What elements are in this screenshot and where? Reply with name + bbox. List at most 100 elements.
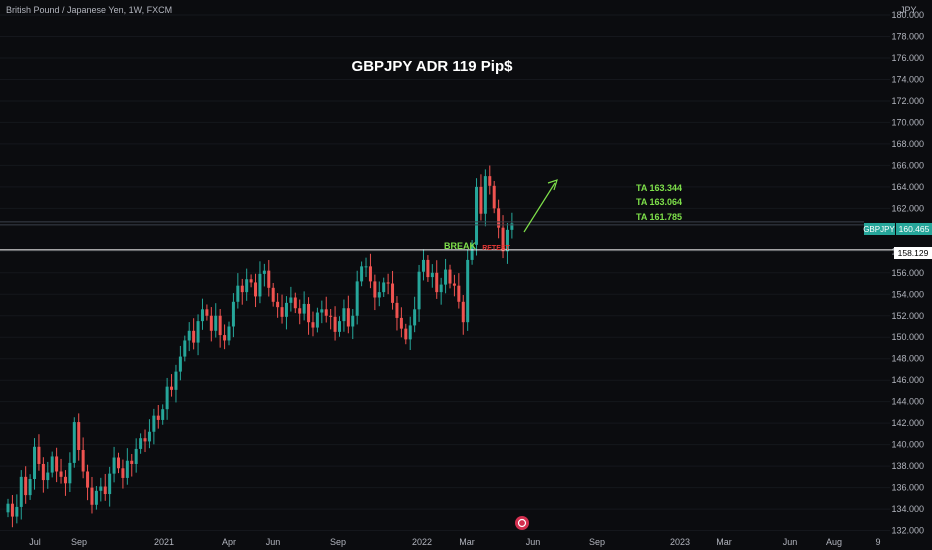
candle-body (475, 186, 479, 245)
candle-body (505, 229, 509, 252)
candle-body (254, 282, 258, 297)
candle-body (218, 315, 222, 336)
candle-body (209, 315, 213, 331)
candle-body (90, 487, 94, 505)
candle-body (355, 281, 359, 316)
candle-body (130, 460, 134, 464)
projection-arrow-line (523, 182, 556, 233)
y-tick-label: 170.000 (891, 117, 924, 127)
candle-body (421, 259, 425, 272)
candle-body (351, 315, 355, 327)
x-tick-label: Sep (589, 537, 605, 547)
y-tick-label: 136.000 (891, 483, 924, 493)
candle-body (139, 438, 143, 449)
candle-body (196, 321, 200, 343)
candle-body (364, 266, 368, 268)
candle-body (395, 302, 399, 318)
candle-body (293, 297, 297, 309)
candle-body (240, 285, 244, 293)
candle-body (470, 244, 474, 260)
candle-body (417, 271, 421, 310)
candle-body (55, 456, 59, 472)
candle-body (152, 415, 156, 432)
candle-body (19, 476, 23, 507)
y-tick-label: 138.000 (891, 461, 924, 471)
candle-body (298, 308, 302, 314)
candle-body (200, 309, 204, 322)
candle-body (227, 326, 231, 341)
x-tick-label: Sep (330, 537, 346, 547)
candle-body (41, 463, 45, 481)
candle-body (249, 279, 253, 283)
y-tick-label: 142.000 (891, 418, 924, 428)
candle-body (501, 227, 505, 252)
candle-body (342, 308, 346, 322)
candle-body (28, 479, 32, 496)
tradingview-logo-icon (515, 516, 529, 530)
y-tick-label: 150.000 (891, 332, 924, 342)
chart-title: GBPJPY ADR 119 Pip$ (352, 58, 514, 75)
candle-body (404, 328, 408, 340)
candle-body (444, 269, 448, 285)
candle-body (426, 259, 430, 278)
candle-body (63, 476, 67, 484)
candle-body (245, 279, 249, 293)
y-tick-label: 166.000 (891, 160, 924, 170)
candle-body (108, 473, 112, 495)
y-tick-label: 154.000 (891, 289, 924, 299)
level-lines (0, 221, 894, 251)
x-tick-label: Sep (71, 537, 87, 547)
candle-body (492, 185, 496, 209)
candle-body (214, 315, 218, 331)
candle-body (183, 340, 187, 357)
candle-body (125, 460, 129, 478)
candle-body (497, 208, 501, 228)
candle-body (147, 431, 151, 442)
y-tick-label: 156.000 (891, 268, 924, 278)
y-tick-label: 176.000 (891, 53, 924, 63)
y-tick-label: 134.000 (891, 504, 924, 514)
x-tick-label: Jun (526, 537, 541, 547)
candle-body (236, 285, 240, 302)
y-tick-label: 146.000 (891, 375, 924, 385)
candle-body (262, 270, 266, 274)
candle-body (368, 266, 372, 282)
candle-body (346, 308, 350, 327)
x-tick-label: 9 (875, 537, 880, 547)
candle-body (46, 472, 50, 481)
break-label: BREAK (444, 241, 477, 251)
candle-body (448, 269, 452, 284)
level-price-tag (894, 247, 932, 259)
candle-body (399, 317, 403, 329)
candle-body (302, 303, 306, 314)
symbol-tag (864, 223, 895, 235)
candle-body (192, 330, 196, 343)
x-tick-label: Aug (826, 537, 842, 547)
candle-body (143, 438, 147, 442)
candle-body (205, 309, 209, 316)
candle-body (15, 506, 19, 517)
candle-body (461, 301, 465, 323)
candle-body (223, 335, 227, 341)
x-axis[interactable]: Jul Sep 2021 Apr Jun Sep 2022 Mar Jun Sep 2023 Mar J… (29, 537, 880, 547)
x-tick-label: Mar (716, 537, 732, 547)
candle-body (510, 223, 514, 230)
candle-body (161, 409, 165, 420)
currency-label: JPY (900, 5, 917, 15)
candle-body (24, 476, 28, 496)
candle-body (165, 386, 169, 410)
candle-body (156, 415, 160, 420)
candle-body (267, 270, 271, 288)
x-tick-label: Jun (266, 537, 281, 547)
candle-body (99, 486, 103, 491)
candle-body (68, 462, 72, 484)
candle-body (382, 282, 386, 293)
y-axis[interactable]: 132.000 134.000 136.000 138.000 140.000 142.0… (891, 10, 924, 536)
x-tick-label: 2022 (412, 537, 432, 547)
target-label: TA 161.785 (636, 212, 682, 222)
candle-body (430, 272, 434, 278)
candle-body (452, 283, 456, 286)
last-price-label: 160.465 (899, 224, 930, 234)
candle-body (117, 457, 120, 469)
